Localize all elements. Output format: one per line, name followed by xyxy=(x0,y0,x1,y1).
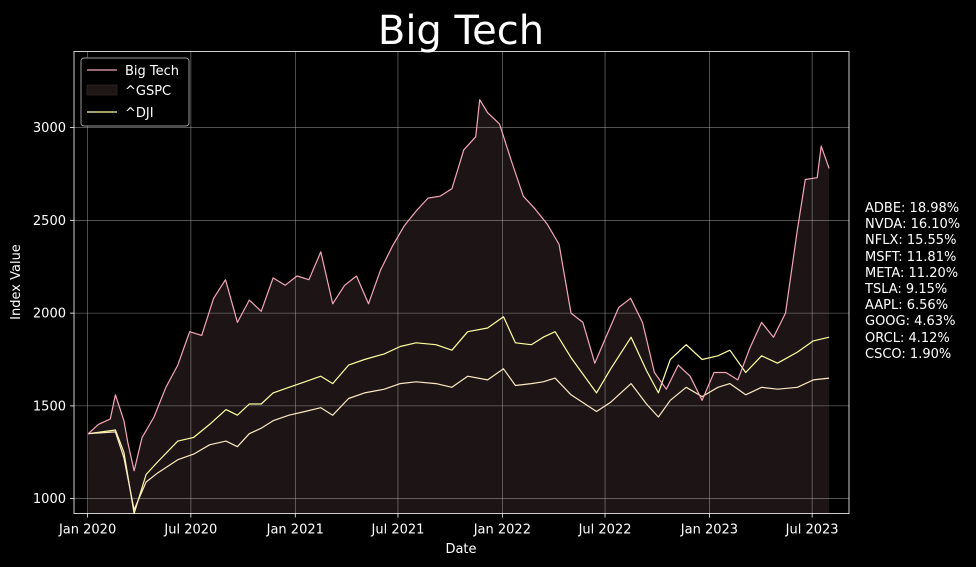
x-tick-label: Jan 2020 xyxy=(58,523,116,538)
series-layer xyxy=(87,99,830,515)
x-axis: Jan 2020 Jul 2020 Jan 2021 Jul 2021 Jan 2022… xyxy=(58,513,839,538)
x-axis-label: Date xyxy=(445,542,476,557)
series-line-dji xyxy=(88,316,830,515)
weight-item: NVDA: 16.10% xyxy=(865,217,961,233)
y-axis: 1000 1500 2000 2500 3000 xyxy=(33,121,74,507)
legend-box xyxy=(80,57,190,127)
weight-item: CSCO: 1.90% xyxy=(865,346,952,362)
area-fill xyxy=(88,99,830,514)
x-tick-label: Jul 2022 xyxy=(578,523,632,538)
weight-item: ORCL: 4.12% xyxy=(865,330,950,346)
y-tick-label: 3000 xyxy=(33,121,66,136)
chart-title: Big Tech xyxy=(378,8,544,54)
x-tick-label: Jul 2021 xyxy=(371,523,425,538)
weight-item: AAPL: 6.56% xyxy=(865,298,949,314)
weight-item: TSLA: 9.15% xyxy=(865,282,948,298)
x-tick-label: Jan 2022 xyxy=(473,523,531,538)
legend: Big Tech ^GSPC ^DJI xyxy=(80,57,190,127)
x-tick-label: Jan 2021 xyxy=(266,523,324,538)
plot-frame xyxy=(73,51,850,514)
y-tick-label: 2500 xyxy=(33,214,66,229)
x-tick-label: Jan 2023 xyxy=(680,523,738,538)
x-tick-label: Jul 2023 xyxy=(785,523,839,538)
legend-label-gspc: ^GSPC xyxy=(125,84,171,99)
weight-item: GOOG: 4.63% xyxy=(865,314,956,330)
legend-swatch-gspc xyxy=(86,84,118,96)
legend-label-dji: ^DJI xyxy=(125,106,154,121)
series-line-bigtech xyxy=(87,99,830,472)
x-tick-label: Jul 2020 xyxy=(163,523,217,538)
weight-item: NFLX: 15.55% xyxy=(865,233,957,249)
weight-item: MSFT: 11.81% xyxy=(865,249,957,265)
weights-panel: ADBE: 18.98% NVDA: 16.10% NFLX: 15.55% M… xyxy=(865,201,960,363)
legend-label-big-tech: Big Tech xyxy=(125,64,179,79)
series-line-gspc xyxy=(88,368,830,511)
y-axis-label: Index Value xyxy=(9,244,24,320)
grid-lines xyxy=(74,51,849,514)
y-tick-label: 1000 xyxy=(33,492,66,507)
y-tick-label: 1500 xyxy=(33,399,66,414)
weight-item: META: 11.20% xyxy=(865,265,959,281)
weight-item: ADBE: 18.98% xyxy=(865,201,960,216)
y-tick-label: 2000 xyxy=(33,307,66,322)
